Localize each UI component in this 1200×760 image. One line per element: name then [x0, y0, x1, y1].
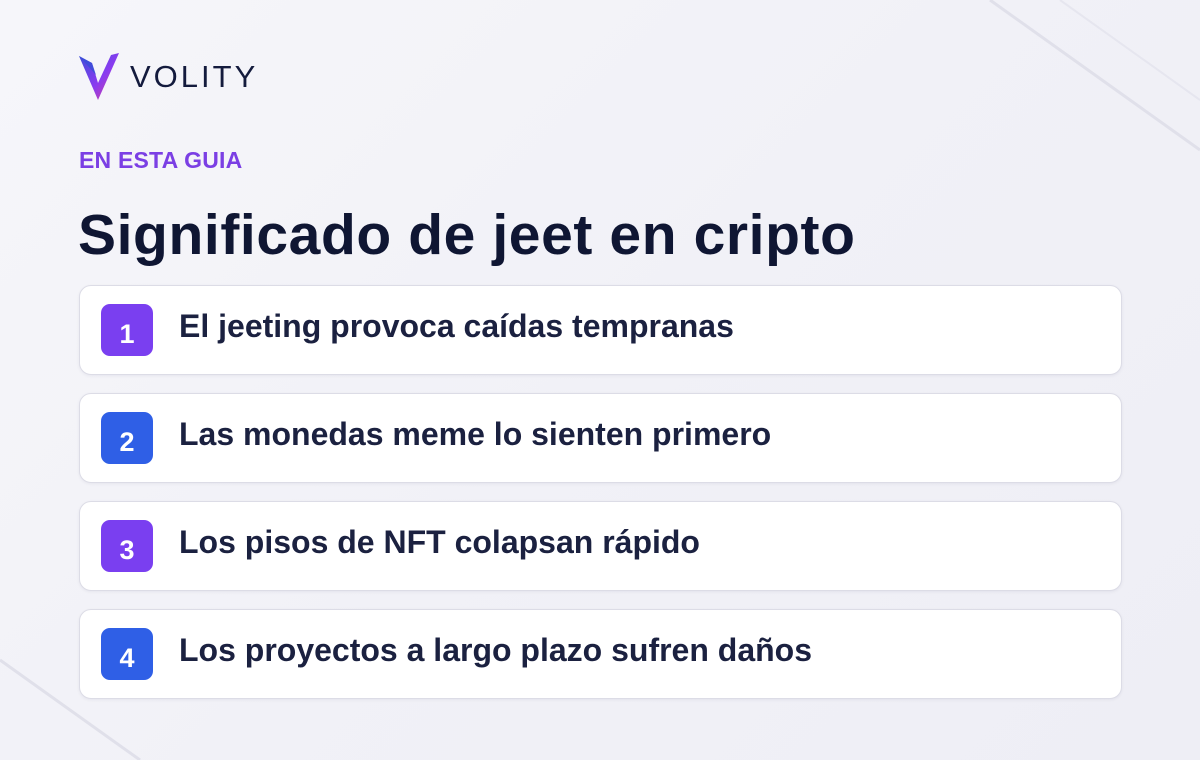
volity-v-logo-icon	[79, 53, 119, 100]
list-item: 1 El jeeting provoca caídas tempranas	[79, 285, 1122, 375]
list-item-label: El jeeting provoca caídas tempranas	[179, 308, 734, 344]
guide-list: 1 El jeeting provoca caídas tempranas 2 …	[79, 285, 1122, 717]
list-item-label: Las monedas meme lo sienten primero	[179, 416, 772, 452]
list-item: 4 Los proyectos a largo plazo sufren dañ…	[79, 609, 1122, 699]
step-number-badge: 3	[101, 520, 153, 572]
section-eyebrow: EN ESTA GUIA	[79, 147, 243, 173]
page-title: Significado de jeet en cripto	[78, 203, 856, 267]
list-item: 2 Las monedas meme lo sienten primero	[79, 393, 1122, 483]
step-number-badge: 1	[101, 304, 153, 356]
list-item-label: Los pisos de NFT colapsan rápido	[179, 524, 700, 560]
list-item: 3 Los pisos de NFT colapsan rápido	[79, 501, 1122, 591]
step-number-badge: 2	[101, 412, 153, 464]
brand-name: VOLITY	[130, 59, 259, 94]
step-number-badge: 4	[101, 628, 153, 680]
list-item-label: Los proyectos a largo plazo sufren daños	[179, 632, 813, 668]
brand-logo: VOLITY	[78, 53, 258, 101]
